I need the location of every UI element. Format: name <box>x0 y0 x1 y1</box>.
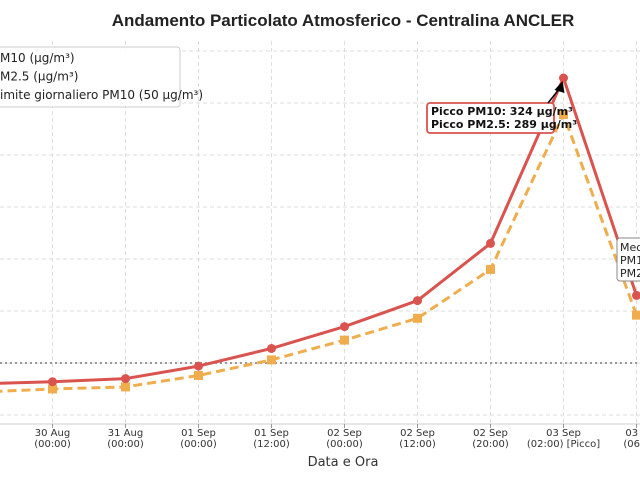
x-tick-sublabel: (02:00) [Picco] <box>527 439 600 450</box>
data-point <box>48 377 57 387</box>
x-tick-label: 30 Aug <box>35 428 70 439</box>
series-pm25 <box>0 109 640 394</box>
legend-item: imite giornaliero PM10 (50 µg/m³) <box>0 88 203 102</box>
legend-item: M2.5 (µg/m³) <box>0 70 78 84</box>
data-point <box>194 361 203 371</box>
peak-arrow-head <box>554 81 565 94</box>
legend: M10 (µg/m³) M2.5 (µg/m³) imite giornaliero… <box>0 46 203 108</box>
x-tick-label: 31 Aug <box>108 428 143 439</box>
peak-annotation-text: Picco PM10: 324 µg/m³ <box>431 105 573 118</box>
legend-box <box>0 46 181 108</box>
x-tick-label: 01 Sep <box>181 428 216 439</box>
data-point <box>413 313 422 323</box>
x-tick-sublabel: (00:00) <box>34 439 71 450</box>
x-tick-label: 02 Sep <box>327 428 362 439</box>
data-point <box>121 374 130 384</box>
series-layer <box>0 73 640 394</box>
data-point <box>340 335 349 345</box>
avg-annotation-text: Med <box>620 241 640 254</box>
data-point <box>632 290 640 300</box>
x-tick-sublabel: (12:00) <box>399 439 436 450</box>
data-point <box>413 296 422 306</box>
series-pm10 <box>0 73 640 387</box>
x-tick-label: 01 Sep <box>254 428 289 439</box>
x-tick-label: 03 Sep <box>546 428 581 439</box>
peak-annotation-text: Picco PM2.5: 289 µg/m³ <box>431 118 577 131</box>
data-point <box>194 370 203 380</box>
x-tick-sublabel: (00:00) <box>326 439 363 450</box>
data-point <box>340 322 349 332</box>
x-tick-label: 02 Sep <box>400 428 435 439</box>
x-tick-label: 02 Sep <box>473 428 508 439</box>
data-point <box>486 264 495 274</box>
x-tick-sublabel: (12:00) <box>253 439 290 450</box>
x-axis: 30 Aug(00:00)31 Aug(00:00)01 Sep(00:00)0… <box>34 424 640 450</box>
data-point <box>559 109 568 119</box>
x-tick-sublabel: (00:00) <box>180 439 217 450</box>
data-point <box>267 355 276 365</box>
x-tick-sublabel: (06:0 <box>623 439 640 450</box>
series-line <box>0 112 638 393</box>
data-point <box>632 310 640 320</box>
x-axis-label: Data e Ora <box>308 455 379 470</box>
peak-annotation-box <box>426 102 555 134</box>
x-tick-label: 03 S <box>625 428 640 439</box>
x-tick-sublabel: (00:00) <box>107 439 144 450</box>
data-point <box>559 73 568 83</box>
chart-title: Andamento Particolato Atmosferico - Cent… <box>112 11 575 30</box>
x-tick-sublabel: (20:00) <box>472 439 509 450</box>
data-point <box>267 343 276 353</box>
avg-annotation-text: PM2 <box>620 267 640 280</box>
data-point <box>48 384 57 394</box>
legend-item: M10 (µg/m³) <box>0 51 75 65</box>
data-point <box>486 238 495 248</box>
data-point <box>121 382 130 392</box>
avg-annotation-box <box>616 237 640 282</box>
avg-annotation-text: PM1 <box>620 254 640 267</box>
series-line <box>0 76 638 385</box>
